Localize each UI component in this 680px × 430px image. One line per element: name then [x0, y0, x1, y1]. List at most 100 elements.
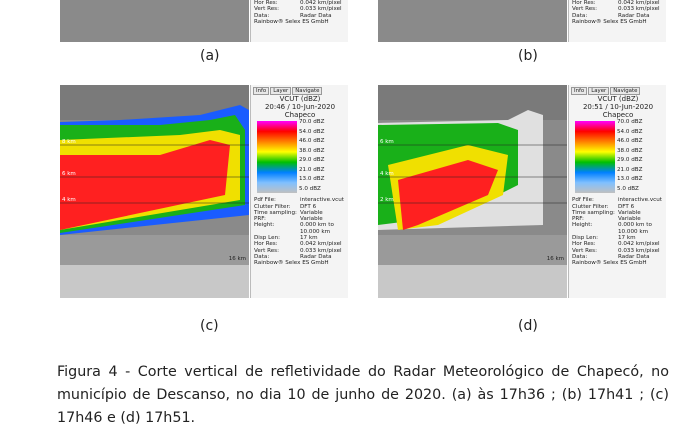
- info-key: Pdf File:: [572, 197, 594, 204]
- info-key: Data:: [572, 12, 588, 19]
- info-key: Vert Res:: [254, 247, 279, 254]
- legend-label: 70.0 dBZ: [299, 119, 325, 126]
- caption: Figura 4 - Corte vertical de refletivida…: [57, 364, 669, 426]
- info-key: Clutter Filter:: [254, 203, 291, 210]
- axis-label: 4 km: [380, 171, 394, 177]
- info-key: Pdf File:: [254, 197, 276, 204]
- legend-label: 21.0 dBZ: [617, 166, 643, 173]
- info-value: Radar Data: [618, 12, 650, 19]
- info-row: Height: 0.000 km to: [569, 222, 666, 228]
- info-footer: Rainbow® Selex ES GmbH: [254, 260, 329, 267]
- axis-label: 2 km: [380, 197, 394, 203]
- info-key: Time sampling:: [254, 209, 297, 216]
- info-row: Hor Res: 0.042 km/pixel: [251, 0, 348, 6]
- info-value: DFT 6: [300, 203, 317, 210]
- axis-label: 8 km: [62, 139, 76, 145]
- info-value: Radar Data: [618, 253, 650, 260]
- info-row: Data: Radar Data: [569, 13, 666, 19]
- radar-panel: 8 km 6 km 4 km 16 km Info Layer Navigate VCUT (…: [60, 85, 348, 298]
- legend-label: 13.0 dBZ: [617, 176, 643, 183]
- info-row: PRF: Variable: [251, 216, 348, 222]
- echo: [398, 160, 498, 230]
- axis-label: 16 km: [547, 256, 564, 262]
- legend: 70.0 dBZ 54.0 dBZ 46.0 dBZ 38.0 dBZ 29.0 dBZ…: [575, 119, 666, 195]
- color-bar: [575, 121, 615, 194]
- info-value: interactive.vcut: [300, 197, 344, 204]
- legend-label: 38.0 dBZ: [617, 147, 643, 154]
- info-value: 0.000 km to: [300, 222, 334, 229]
- info-row: Clutter Filter: DFT 6: [569, 204, 666, 210]
- info-row: PRF: Variable: [569, 216, 666, 222]
- radar-area: [60, 235, 249, 265]
- header-time: 20:46 / 10-Jun-2020: [264, 103, 336, 112]
- echo: [60, 140, 230, 230]
- axis-label: 4 km: [62, 197, 76, 203]
- tab[interactable]: Info: [571, 87, 588, 96]
- info-key: Data:: [254, 12, 270, 19]
- axis-label: 6 km: [62, 171, 76, 177]
- info-value: interactive.vcut: [618, 197, 662, 204]
- tab[interactable]: Layer: [588, 87, 610, 96]
- radar-image: 8 km 6 km 4 km 16 km: [60, 85, 249, 298]
- legend-label: 54.0 dBZ: [617, 128, 643, 135]
- info-row: Vert Res: 0.033 km/pixel: [569, 6, 666, 12]
- tabs: Info Layer Navigate: [251, 85, 348, 96]
- info-row: Data: Radar Data: [251, 13, 348, 19]
- legend: 70.0 dBZ 54.0 dBZ 46.0 dBZ 38.0 dBZ 29.0 dBZ…: [257, 119, 348, 195]
- info-value: Radar Data: [300, 12, 332, 19]
- info-row: Hor Res: 0.042 km/pixel: [569, 0, 666, 6]
- radar-image: [378, 0, 567, 42]
- info-row: Data: Radar Data: [251, 254, 348, 260]
- info-value: 0.033 km/pixel: [618, 247, 660, 254]
- info-row: Data: Radar Data: [569, 254, 666, 260]
- radar-panel: Hor Res: 0.042 km/pixel Vert Res: 0.033 km/…: [60, 0, 348, 42]
- panel-label: (b): [518, 48, 538, 64]
- tab[interactable]: Layer: [270, 87, 292, 96]
- header-time: 20:51 / 10-Jun-2020: [582, 103, 654, 112]
- info-footer: Rainbow® Selex ES GmbH: [572, 260, 647, 267]
- info-row: Vert Res: 0.033 km/pixel: [251, 248, 348, 254]
- info-panel: Info Layer Navigate VCUT (dBZ) 20:51 / 10-Ju…: [568, 85, 666, 298]
- legend-label: 13.0 dBZ: [299, 176, 325, 183]
- info-panel: Hor Res: 0.042 km/pixel Vert Res: 0.033 km/…: [568, 0, 666, 42]
- radar-panel: 6 km 4 km 2 km 16 km Info Layer Navigate VCUT (…: [378, 85, 666, 298]
- info-value: 0.033 km/pixel: [618, 6, 660, 13]
- header-title: VCUT (dBZ): [597, 95, 639, 104]
- info-row: Disp Len: 17 km: [569, 235, 666, 241]
- legend-label: 29.0 dBZ: [617, 157, 643, 164]
- info-value: Variable: [618, 209, 641, 216]
- info-row: 10.000 km: [569, 229, 666, 235]
- info-key: Data:: [572, 253, 588, 260]
- info-key: Vert Res:: [572, 6, 597, 13]
- info-value: 0.042 km/pixel: [618, 0, 660, 6]
- info-value: Variable: [300, 216, 323, 223]
- info-row: Hor Res: 0.042 km/pixel: [569, 241, 666, 247]
- info-row: Pdf File: interactive.vcut: [251, 197, 348, 203]
- info-key: Clutter Filter:: [572, 203, 609, 210]
- info-row: Height: 0.000 km to: [251, 222, 348, 228]
- info-value: Radar Data: [300, 253, 332, 260]
- radar-area: [60, 265, 249, 298]
- panel-label: (c): [200, 318, 219, 334]
- info-value: 10.000 km: [618, 228, 649, 235]
- info-row: Vert Res: 0.033 km/pixel: [251, 6, 348, 12]
- header-site: Chapeco: [602, 111, 634, 120]
- legend-label: 46.0 dBZ: [299, 138, 325, 145]
- header-title: VCUT (dBZ): [279, 95, 321, 104]
- radar-image: [60, 0, 249, 42]
- info-key: PRF:: [572, 216, 584, 223]
- info-key: PRF:: [254, 216, 266, 223]
- info-value: 0.033 km/pixel: [300, 247, 342, 254]
- tab[interactable]: Info: [253, 87, 270, 96]
- info-value: 10.000 km: [300, 228, 331, 235]
- panel-label: (d): [518, 318, 538, 334]
- tab[interactable]: Navigate: [610, 87, 641, 96]
- axis-label: 6 km: [380, 139, 394, 145]
- tab[interactable]: Navigate: [292, 87, 323, 96]
- info-value: DFT 6: [618, 203, 635, 210]
- radar-image: 6 km 4 km 2 km 16 km: [378, 85, 567, 298]
- color-bar: [257, 121, 297, 194]
- info-value: 0.042 km/pixel: [300, 241, 342, 248]
- legend-label: 5.0 dBZ: [617, 185, 639, 192]
- info-value: 17 km: [618, 235, 636, 242]
